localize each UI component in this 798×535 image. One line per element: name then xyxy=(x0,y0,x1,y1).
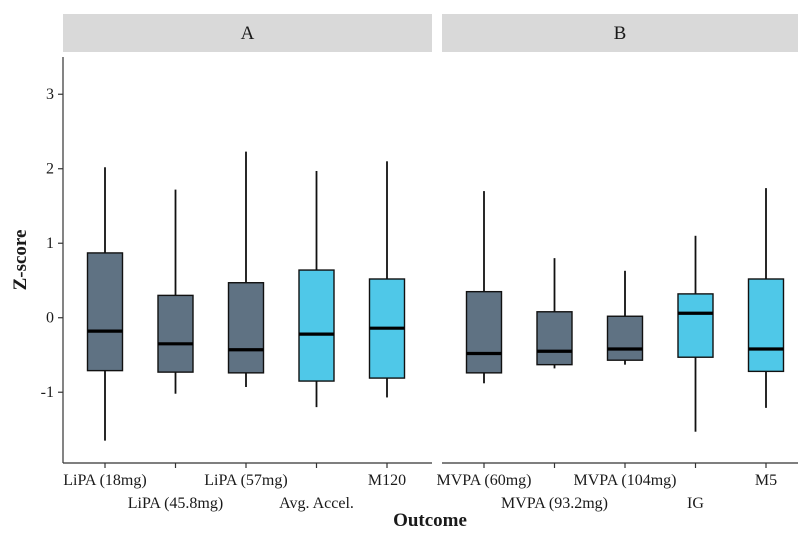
y-tick-label: 0 xyxy=(46,310,54,327)
x-axis-title: Outcome xyxy=(393,510,467,531)
box-iqr xyxy=(157,294,194,373)
panel-strip xyxy=(63,14,432,52)
panel-strip-label: B xyxy=(614,23,627,44)
x-tick-label: LiPA (18mg) xyxy=(63,472,146,489)
box-iqr xyxy=(227,282,265,374)
y-tick-label: 2 xyxy=(46,161,54,178)
y-tick-label: 1 xyxy=(46,235,54,252)
x-tick-label: M120 xyxy=(368,472,406,489)
x-tick-label: Avg. Accel. xyxy=(279,495,354,512)
x-tick-label: M5 xyxy=(755,472,777,489)
box-iqr xyxy=(677,293,714,358)
x-tick-label: MVPA (60mg) xyxy=(437,472,532,489)
box-iqr xyxy=(465,290,503,374)
box-iqr xyxy=(747,278,785,373)
box-iqr xyxy=(606,315,644,361)
y-axis-title: Z-score xyxy=(10,230,31,291)
x-tick-label: IG xyxy=(687,495,704,512)
y-tick-label: -1 xyxy=(41,384,54,401)
x-tick-label: MVPA (93.2mg) xyxy=(501,495,608,512)
box-iqr xyxy=(86,252,124,372)
panel-strip-label: A xyxy=(241,23,255,44)
box-iqr xyxy=(298,269,335,382)
x-tick-label: MVPA (104mg) xyxy=(574,472,677,489)
x-tick-label: LiPA (57mg) xyxy=(204,472,287,489)
y-tick-label: 3 xyxy=(46,86,54,103)
panel-strip xyxy=(442,14,798,52)
x-tick-label: LiPA (45.8mg) xyxy=(128,495,223,512)
box-iqr xyxy=(536,311,573,366)
